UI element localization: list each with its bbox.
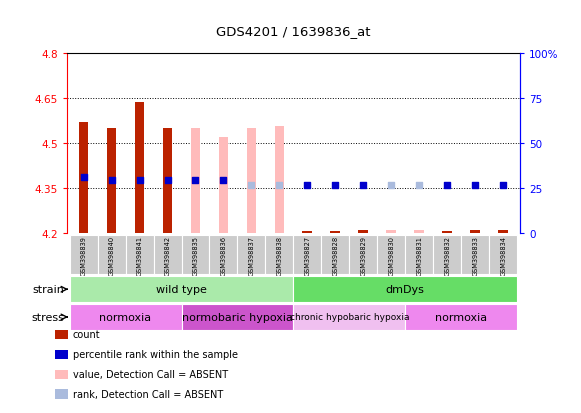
- Bar: [498, 230, 508, 233]
- Text: GSM398839: GSM398839: [81, 235, 87, 275]
- Text: GSM398828: GSM398828: [332, 235, 338, 275]
- Point: [387, 182, 396, 189]
- Bar: [433, 235, 461, 275]
- Bar: [293, 235, 321, 275]
- Point: [358, 182, 368, 189]
- Point: [471, 182, 480, 189]
- Text: chronic hypobaric hypoxia: chronic hypobaric hypoxia: [289, 313, 409, 322]
- Text: GSM398842: GSM398842: [164, 235, 170, 275]
- Bar: [98, 235, 125, 275]
- Text: wild type: wild type: [156, 285, 207, 294]
- Point: [331, 182, 340, 189]
- Text: count: count: [73, 330, 101, 339]
- Text: strain: strain: [32, 285, 64, 294]
- Bar: [303, 232, 313, 233]
- Bar: [377, 235, 406, 275]
- Bar: [266, 235, 293, 275]
- Bar: [471, 230, 480, 233]
- Bar: [153, 235, 181, 275]
- Text: stress: stress: [31, 312, 64, 322]
- Text: dmDys: dmDys: [386, 285, 425, 294]
- Bar: [358, 230, 368, 233]
- Point: [275, 182, 284, 189]
- Bar: [238, 235, 266, 275]
- Text: GDS4201 / 1639836_at: GDS4201 / 1639836_at: [216, 24, 371, 38]
- Bar: [293, 277, 517, 302]
- Point: [219, 178, 228, 184]
- Bar: [442, 232, 452, 233]
- Point: [498, 182, 508, 189]
- Bar: [163, 128, 173, 233]
- Bar: [461, 235, 489, 275]
- Bar: [406, 235, 433, 275]
- Bar: [406, 304, 517, 330]
- Bar: [191, 128, 200, 233]
- Text: GSM398841: GSM398841: [137, 235, 142, 275]
- Bar: [321, 235, 349, 275]
- Point: [303, 182, 312, 189]
- Point: [415, 182, 424, 189]
- Text: GSM398831: GSM398831: [417, 235, 422, 275]
- Bar: [218, 138, 228, 233]
- Point: [79, 175, 88, 181]
- Text: GSM398836: GSM398836: [220, 235, 227, 275]
- Text: rank, Detection Call = ABSENT: rank, Detection Call = ABSENT: [73, 389, 223, 399]
- Point: [163, 178, 172, 184]
- Point: [247, 182, 256, 189]
- Text: GSM398829: GSM398829: [360, 235, 367, 275]
- Point: [443, 182, 452, 189]
- Point: [135, 178, 144, 184]
- Bar: [275, 127, 284, 233]
- Text: percentile rank within the sample: percentile rank within the sample: [73, 349, 238, 359]
- Bar: [414, 230, 424, 233]
- Text: GSM398838: GSM398838: [277, 235, 282, 275]
- Bar: [489, 235, 517, 275]
- Point: [191, 178, 200, 184]
- Text: value, Detection Call = ABSENT: value, Detection Call = ABSENT: [73, 369, 228, 379]
- Text: GSM398833: GSM398833: [472, 235, 478, 275]
- Text: normoxia: normoxia: [99, 312, 152, 322]
- Text: normoxia: normoxia: [435, 312, 487, 322]
- Text: GSM398834: GSM398834: [500, 235, 506, 275]
- Text: GSM398837: GSM398837: [249, 235, 254, 275]
- Point: [107, 178, 116, 184]
- Bar: [293, 304, 406, 330]
- Text: normobaric hypoxia: normobaric hypoxia: [182, 312, 293, 322]
- Text: GSM398840: GSM398840: [109, 235, 114, 275]
- Bar: [70, 235, 98, 275]
- Text: GSM398827: GSM398827: [304, 235, 310, 275]
- Text: GSM398832: GSM398832: [444, 235, 450, 275]
- Bar: [331, 232, 340, 233]
- Bar: [135, 103, 145, 233]
- Bar: [125, 235, 153, 275]
- Bar: [210, 235, 238, 275]
- Bar: [246, 128, 256, 233]
- Bar: [70, 277, 293, 302]
- Text: GSM398830: GSM398830: [388, 235, 394, 275]
- Bar: [70, 304, 181, 330]
- Bar: [386, 230, 396, 233]
- Bar: [181, 235, 210, 275]
- Bar: [78, 123, 88, 233]
- Bar: [349, 235, 377, 275]
- Text: GSM398835: GSM398835: [192, 235, 199, 275]
- Bar: [181, 304, 293, 330]
- Bar: [107, 128, 116, 233]
